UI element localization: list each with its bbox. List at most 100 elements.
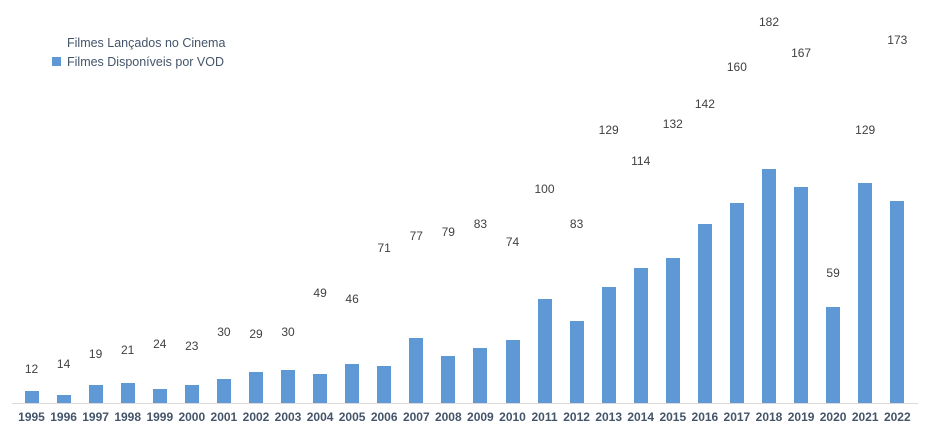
bar-vod-2018 <box>762 169 776 403</box>
value-label-vod: 9 <box>188 370 196 384</box>
bar-vod-2003 <box>281 370 295 403</box>
value-label-vod: 57 <box>602 272 616 286</box>
value-label-cinema: 24 <box>153 337 167 351</box>
bar-vod-2012 <box>569 321 584 403</box>
value-label-vod: 19 <box>345 349 359 363</box>
value-label-cinema: 114 <box>631 154 651 168</box>
bar-vod-2013 <box>601 287 616 403</box>
value-label-vod: 40 <box>569 306 584 320</box>
x-tick-label-2014: 2014 <box>627 410 655 424</box>
value-label-cinema: 83 <box>569 217 584 231</box>
value-label-cinema: 142 <box>694 97 715 111</box>
value-label-cinema: 167 <box>791 46 812 60</box>
x-tick-label-1999: 1999 <box>146 410 174 424</box>
value-label-vod: 27 <box>473 333 488 347</box>
x-axis-line <box>12 403 918 404</box>
value-label-vod: 4 <box>60 380 67 394</box>
bar-vod-2021 <box>858 183 873 403</box>
value-label-vod: 14 <box>313 359 327 373</box>
legend-item-cinema: Filmes Lançados no Cinema <box>52 33 225 52</box>
value-label-cinema: 182 <box>758 15 780 29</box>
legend-item-vod: Filmes Disponíveis por VOD <box>52 52 225 71</box>
value-label-vod: 7 <box>156 374 164 388</box>
value-label-vod: 18 <box>377 351 391 365</box>
value-label-cinema: 100 <box>534 182 555 196</box>
bar-vod-1995 <box>24 391 39 403</box>
x-tick-label-2007: 2007 <box>402 410 430 424</box>
bar-vod-2006 <box>377 366 392 403</box>
value-label-vod: 6 <box>28 376 35 390</box>
x-tick-label-1998: 1998 <box>114 410 142 424</box>
value-label-cinema: 83 <box>473 217 488 231</box>
value-label-cinema: 12 <box>24 362 39 376</box>
x-tick-label-2017: 2017 <box>723 410 751 424</box>
x-tick-label-2020: 2020 <box>819 410 847 424</box>
bar-vod-2016 <box>697 224 712 403</box>
value-label-cinema: 23 <box>185 339 199 353</box>
value-label-vod: 12 <box>217 364 231 378</box>
x-tick-label-2019: 2019 <box>787 410 815 424</box>
value-label-cinema: 129 <box>855 123 876 137</box>
x-tick-label-1995: 1995 <box>18 410 45 424</box>
value-label-vod: 51 <box>537 284 552 298</box>
x-tick-label-2000: 2000 <box>178 410 206 424</box>
x-tick-label-2015: 2015 <box>659 410 687 424</box>
value-label-vod: 47 <box>826 292 840 306</box>
value-label-cinema: 77 <box>409 229 423 243</box>
bar-vod-2014 <box>633 268 648 403</box>
value-label-cinema: 21 <box>121 343 135 357</box>
value-label-cinema: 173 <box>887 33 908 47</box>
value-label-cinema: 29 <box>249 327 263 341</box>
x-tick-label-2022: 2022 <box>883 410 911 424</box>
x-tick-label-2002: 2002 <box>242 410 270 424</box>
legend-label-vod: Filmes Disponíveis por VOD <box>67 54 224 69</box>
value-label-vod: 98 <box>730 188 744 202</box>
bar-vod-2004 <box>313 374 328 403</box>
value-label-cinema: 59 <box>826 266 840 280</box>
x-tick-label-2003: 2003 <box>274 410 302 424</box>
value-label-cinema: 79 <box>441 225 455 239</box>
x-tick-label-1997: 1997 <box>82 410 109 424</box>
value-label-cinema: 71 <box>377 241 391 255</box>
bar-vod-2009 <box>473 348 488 403</box>
x-tick-label-2011: 2011 <box>531 410 558 424</box>
bar-vod-2001 <box>216 379 231 403</box>
legend-label-cinema: Filmes Lançados no Cinema <box>67 35 226 50</box>
value-label-vod: 71 <box>666 243 680 257</box>
x-tick-label-2004: 2004 <box>306 410 334 424</box>
value-label-vod: 99 <box>890 186 904 200</box>
x-tick-label-2006: 2006 <box>370 410 398 424</box>
x-tick-label-2021: 2021 <box>851 410 879 424</box>
legend-swatch-cinema-icon <box>52 38 61 47</box>
bar-vod-2019 <box>794 187 809 403</box>
value-label-vod: 23 <box>441 341 455 355</box>
bar-vod-2017 <box>729 203 744 403</box>
value-label-cinema: 46 <box>345 292 359 306</box>
bar-vod-2020 <box>826 307 841 403</box>
legend: Filmes Lançados no Cinema Filmes Disponí… <box>52 33 225 71</box>
bar-vod-2005 <box>345 364 360 403</box>
value-label-vod: 66 <box>634 253 648 267</box>
legend-swatch-vod-icon <box>52 57 61 66</box>
value-label-cinema: 19 <box>88 347 103 361</box>
x-tick-label-2016: 2016 <box>691 410 719 424</box>
value-label-cinema: 49 <box>313 286 327 300</box>
bar-vod-2010 <box>505 340 520 403</box>
bar-vod-2015 <box>665 258 680 403</box>
value-label-vod: 108 <box>855 168 876 182</box>
value-label-vod: 16 <box>281 355 295 369</box>
value-label-cinema: 14 <box>56 357 71 371</box>
x-tick-label-2018: 2018 <box>755 410 783 424</box>
x-tick-label-2001: 2001 <box>210 410 238 424</box>
value-label-cinema: 30 <box>281 325 295 339</box>
value-label-vod: 10 <box>121 368 135 382</box>
bar-vod-1997 <box>88 385 103 403</box>
value-label-vod: 88 <box>698 209 712 223</box>
value-label-cinema: 74 <box>505 235 520 249</box>
bar-vod-2000 <box>184 385 199 403</box>
x-tick-label-2008: 2008 <box>434 410 462 424</box>
value-label-vod: 115 <box>759 154 779 168</box>
x-tick-label-2012: 2012 <box>563 410 590 424</box>
